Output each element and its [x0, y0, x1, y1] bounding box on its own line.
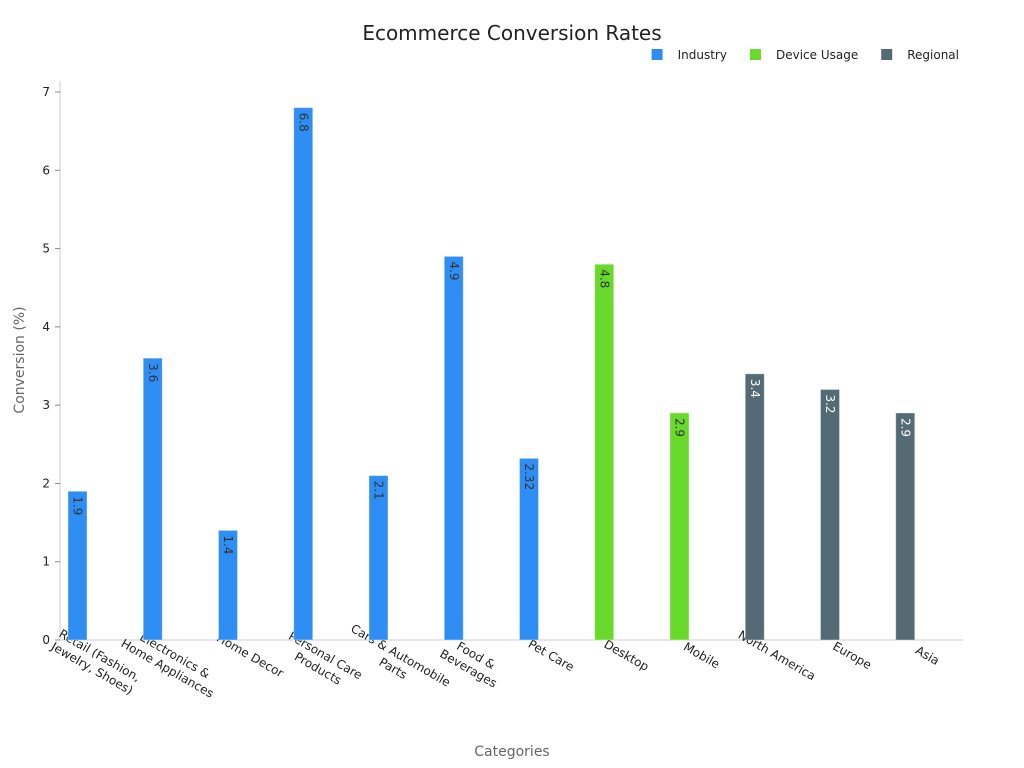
data-label: 4.9	[447, 261, 461, 280]
y-tick-label: 5	[42, 242, 50, 256]
bar	[67, 490, 88, 641]
data-labels: 1.9 3.6 1.4 6.8 2.1 4.9 2.32 4.8 2.9 3.4 3.2 2.9	[71, 113, 913, 555]
x-axis-title: Categories	[474, 744, 549, 760]
bar	[669, 412, 690, 641]
bar	[443, 255, 464, 641]
x-tick-label: Desktop	[601, 637, 651, 674]
data-label: 3.2	[823, 394, 837, 413]
legend-label: Regional	[907, 48, 959, 62]
x-tick-label: Asia	[913, 643, 942, 668]
legend-label: Device Usage	[776, 48, 858, 62]
data-label: 4.8	[597, 269, 611, 288]
legend-swatch	[651, 49, 663, 60]
legend: Industry Device Usage Regional	[651, 48, 959, 62]
y-tick-label: 7	[42, 85, 50, 99]
bars	[67, 107, 916, 641]
chart-title: Ecommerce Conversion Rates	[362, 21, 661, 45]
data-label: 6.8	[296, 113, 310, 132]
y-tick-label: 1	[42, 555, 50, 569]
legend-swatch	[881, 49, 893, 60]
x-tick-label: Personal CareProducts	[279, 629, 365, 695]
y-axis: 0 1 2 3 4 5 6 7	[42, 81, 61, 647]
y-tick-label: 0	[42, 633, 50, 647]
y-tick-label: 4	[42, 320, 50, 334]
y-tick-label: 3	[42, 398, 50, 412]
legend-swatch	[749, 49, 761, 60]
legend-label: Industry	[678, 48, 727, 62]
x-tick-label: Electronics &Home Appliances	[119, 623, 224, 700]
y-axis-title: Conversion (%)	[12, 306, 28, 413]
y-tick-label: 6	[42, 163, 50, 177]
x-tick-label: Retail (Fashion,Jewelry, Shoes)	[48, 626, 143, 698]
data-label: 3.4	[748, 379, 762, 398]
data-label: 2.32	[522, 463, 536, 490]
bar	[895, 412, 916, 641]
data-label: 2.9	[673, 418, 687, 437]
x-tick-label: Europe	[830, 639, 874, 672]
bar	[594, 263, 615, 641]
bar	[744, 373, 765, 641]
data-label: 1.4	[221, 535, 235, 554]
bar	[519, 457, 539, 641]
bar	[368, 475, 389, 641]
data-label: 2.1	[372, 481, 386, 500]
bar	[142, 357, 163, 641]
y-tick-label: 2	[42, 476, 50, 490]
x-tick-label: Cars & AutomobileParts	[341, 621, 453, 702]
data-label: 3.6	[146, 363, 160, 382]
bar	[820, 388, 840, 641]
data-label: 1.9	[71, 496, 85, 515]
x-tick-label: Pet Care	[526, 637, 577, 674]
data-label: 2.9	[898, 418, 912, 437]
x-tick-label: Mobile	[681, 640, 722, 672]
bar	[293, 107, 314, 641]
bar	[218, 529, 238, 641]
